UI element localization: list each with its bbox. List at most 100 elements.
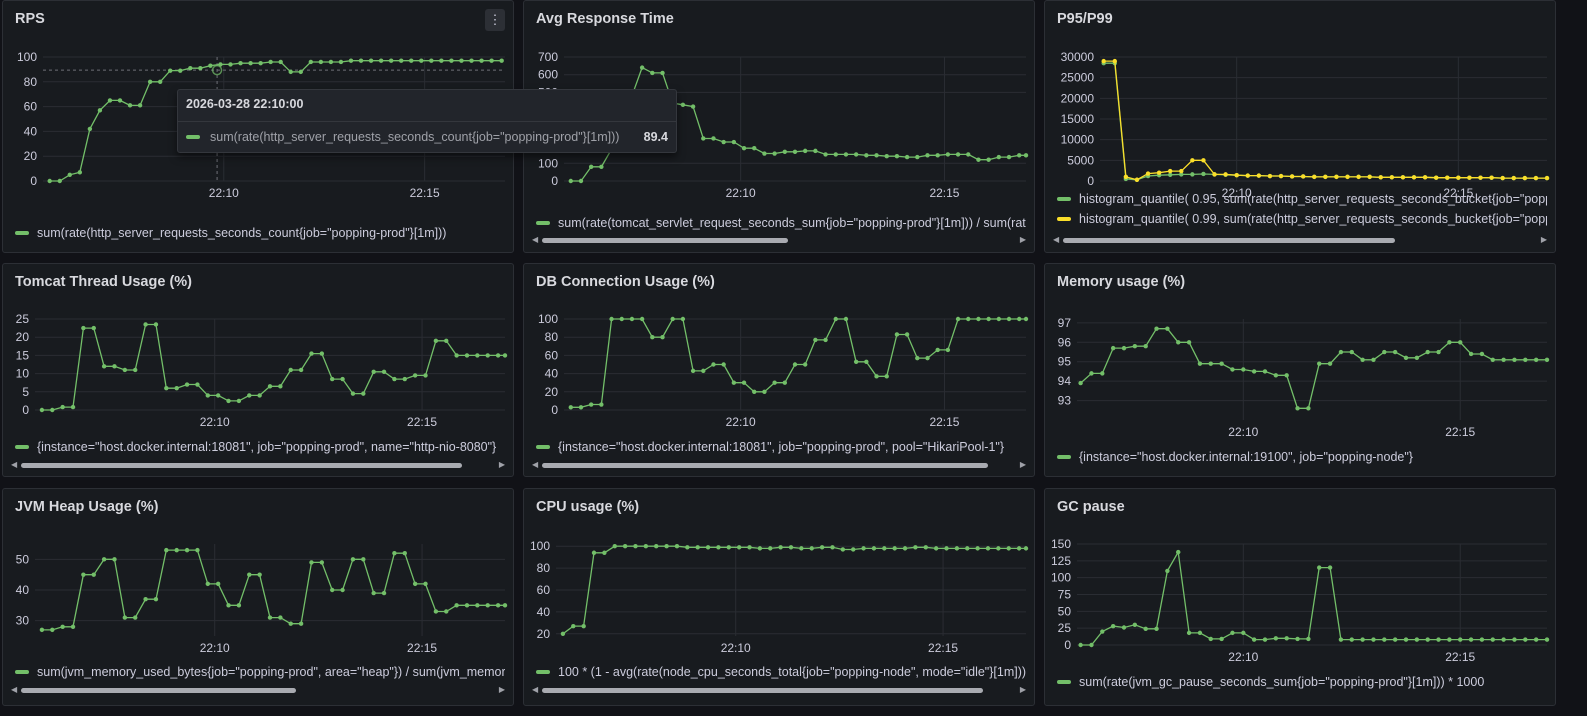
scroll-right-icon[interactable]: ▶ <box>1540 235 1547 244</box>
data-point <box>945 152 951 157</box>
legend-item[interactable]: {instance="host.docker.internal:19100", … <box>1057 447 1547 467</box>
series-line <box>41 323 505 411</box>
scroll-right-icon[interactable]: ▶ <box>498 685 505 694</box>
legend-item[interactable]: histogram_quantile( 0.95, sum(rate(http_… <box>1057 189 1547 209</box>
legend-scrollbar[interactable]: ◀ ▶ <box>11 460 505 470</box>
scroll-right-icon[interactable]: ▶ <box>1019 235 1026 244</box>
scroll-thumb[interactable] <box>21 688 296 693</box>
data-point <box>568 405 573 410</box>
data-point <box>1356 174 1361 180</box>
scroll-left-icon[interactable]: ◀ <box>11 460 18 469</box>
legend-item[interactable]: sum(rate(http_server_requests_seconds_co… <box>15 223 505 243</box>
legend-item[interactable]: sum(jvm_memory_used_bytes{job="popping-p… <box>15 662 505 682</box>
scroll-right-icon[interactable]: ▶ <box>1019 460 1026 469</box>
scroll-left-icon[interactable]: ◀ <box>532 685 539 694</box>
panel-menu-icon[interactable]: ⋮ <box>485 9 505 31</box>
data-point <box>813 337 818 343</box>
scroll-track[interactable] <box>542 688 1016 693</box>
y-tick-label: 100 <box>538 313 558 326</box>
avg-response-title[interactable]: Avg Response Time <box>536 11 674 27</box>
data-point <box>690 368 696 374</box>
scroll-thumb[interactable] <box>21 463 462 468</box>
rps-legend: sum(rate(http_server_requests_seconds_co… <box>15 223 505 243</box>
tomcat-thread-chart[interactable]: 0 5 10 15 20 25 22:10 22:15 <box>3 313 514 430</box>
db-connection-title[interactable]: DB Connection Usage (%) <box>536 274 715 290</box>
legend-scrollbar[interactable]: ◀ ▶ <box>532 685 1026 695</box>
scroll-thumb[interactable] <box>542 463 988 468</box>
legend-item[interactable]: {instance="host.docker.internal:18081", … <box>536 437 1026 457</box>
scroll-left-icon[interactable]: ◀ <box>11 685 18 694</box>
jvm-heap-title[interactable]: JVM Heap Usage (%) <box>15 499 159 515</box>
legend-item[interactable]: histogram_quantile( 0.99, sum(rate(http_… <box>1057 209 1547 229</box>
scroll-thumb[interactable] <box>542 688 983 693</box>
data-point <box>238 61 243 66</box>
series-line <box>49 60 502 182</box>
memory-usage-title[interactable]: Memory usage (%) <box>1057 274 1186 290</box>
scroll-thumb[interactable] <box>542 238 789 243</box>
legend-scrollbar[interactable]: ◀ ▶ <box>532 235 1026 245</box>
scroll-left-icon[interactable]: ◀ <box>532 460 539 469</box>
jvm-heap-chart[interactable]: 30 40 50 22:10 22:15 <box>3 538 514 656</box>
tomcat-thread-title[interactable]: Tomcat Thread Usage (%) <box>15 274 192 290</box>
gc-pause-chart[interactable]: 0 25 50 75 100 125 150 22:10 22:15 <box>1045 538 1556 665</box>
scroll-track[interactable] <box>21 688 495 693</box>
data-point <box>925 153 930 158</box>
data-point <box>915 154 920 160</box>
legend-item[interactable]: 100 * (1 - avg(rate(node_cpu_seconds_tot… <box>536 662 1026 682</box>
scroll-track[interactable] <box>21 463 495 468</box>
legend-scrollbar[interactable]: ◀ ▶ <box>1053 235 1547 245</box>
data-point <box>267 384 273 389</box>
db-connection-chart[interactable]: 0 20 40 60 80 100 22:10 22:15 <box>524 313 1035 430</box>
data-point <box>309 560 314 565</box>
legend-scrollbar[interactable]: ◀ ▶ <box>532 460 1026 470</box>
y-tick-label: 15000 <box>1061 112 1095 126</box>
data-point <box>639 65 645 70</box>
memory-usage-chart[interactable]: 93 94 95 96 97 22:10 22:15 <box>1045 313 1556 440</box>
data-point <box>1425 349 1430 355</box>
y-tick-label: 96 <box>1058 335 1072 349</box>
data-point <box>654 543 659 549</box>
scroll-right-icon[interactable]: ▶ <box>498 460 505 469</box>
rps-title[interactable]: RPS <box>15 11 45 27</box>
legend-swatch <box>15 444 29 449</box>
scroll-track[interactable] <box>1063 238 1537 243</box>
data-point <box>164 547 169 553</box>
y-tick-label: 30000 <box>1061 51 1095 64</box>
scroll-track[interactable] <box>542 238 1016 243</box>
data-point <box>495 353 501 358</box>
data-point <box>70 624 76 629</box>
scroll-thumb[interactable] <box>1063 238 1395 243</box>
data-point <box>1295 636 1300 642</box>
series-line <box>562 545 1026 635</box>
data-point <box>1273 636 1279 641</box>
scroll-left-icon[interactable]: ◀ <box>532 235 539 244</box>
scroll-track[interactable] <box>542 463 1016 468</box>
data-point <box>288 621 293 626</box>
data-point <box>1167 172 1173 177</box>
p95-p99-title[interactable]: P95/P99 <box>1057 11 1113 27</box>
data-point <box>1262 637 1268 642</box>
gc-pause-title[interactable]: GC pause <box>1057 499 1125 515</box>
data-point <box>650 335 655 340</box>
data-point <box>278 384 283 389</box>
legend-item[interactable]: {instance="host.docker.internal:18081", … <box>15 437 505 457</box>
data-point <box>752 389 757 394</box>
data-point <box>1436 349 1441 355</box>
y-tick-label: 40 <box>24 124 38 138</box>
scroll-left-icon[interactable]: ◀ <box>1053 235 1060 244</box>
data-point <box>409 58 414 63</box>
y-tick-label: 97 <box>1058 316 1072 330</box>
p95-p99-chart[interactable]: 0 5000 10000 15000 20000 25000 30000 22:10 22:15 <box>1045 51 1556 201</box>
scroll-right-icon[interactable]: ▶ <box>1019 685 1026 694</box>
x-tick-label: 22:10 <box>209 186 239 200</box>
data-point <box>50 627 55 633</box>
legend-item[interactable]: sum(rate(tomcat_servlet_request_seconds_… <box>536 213 1026 233</box>
data-point <box>599 402 604 407</box>
legend-swatch <box>15 669 29 674</box>
cpu-usage-chart[interactable]: 20 40 60 80 100 22:10 22:15 <box>524 538 1035 656</box>
legend-item[interactable]: sum(rate(jvm_gc_pause_seconds_sum{job="p… <box>1057 672 1547 692</box>
legend-scrollbar[interactable]: ◀ ▶ <box>11 685 505 695</box>
cpu-usage-panel: CPU usage (%) 20 40 60 80 100 22:10 22:15 100 * … <box>523 488 1035 706</box>
data-point <box>215 581 221 587</box>
cpu-usage-title[interactable]: CPU usage (%) <box>536 499 640 515</box>
